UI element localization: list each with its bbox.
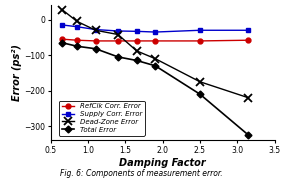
- Dead-Zone Error: [154, 58, 157, 60]
- Total Error: [94, 48, 97, 50]
- Supply Corr. Error: [247, 29, 250, 31]
- Line: RefClk Corr. Error: RefClk Corr. Error: [60, 37, 251, 43]
- Total Error: [154, 65, 157, 67]
- Total Error: [135, 59, 138, 62]
- Total Error: [198, 93, 202, 95]
- Dead-Zone Error: [94, 29, 97, 31]
- Dead-Zone Error: [61, 9, 64, 11]
- Total Error: [116, 56, 120, 58]
- Y-axis label: Error (ps²): Error (ps²): [12, 44, 22, 101]
- Supply Corr. Error: [135, 30, 138, 32]
- Total Error: [75, 45, 79, 47]
- RefClk Corr. Error: [154, 40, 157, 42]
- X-axis label: Damping Factor: Damping Factor: [119, 158, 206, 168]
- Text: Fig. 6: Components of measurement error.: Fig. 6: Components of measurement error.: [60, 169, 223, 178]
- Supply Corr. Error: [198, 29, 202, 31]
- Dead-Zone Error: [247, 97, 250, 99]
- RefClk Corr. Error: [247, 39, 250, 41]
- Legend: RefClk Corr. Error, Supply Corr. Error, Dead-Zone Error, Total Error: RefClk Corr. Error, Supply Corr. Error, …: [59, 101, 145, 136]
- Supply Corr. Error: [116, 30, 120, 32]
- Supply Corr. Error: [154, 31, 157, 33]
- Dead-Zone Error: [75, 20, 79, 22]
- Dead-Zone Error: [116, 33, 120, 36]
- Supply Corr. Error: [94, 28, 97, 31]
- Dead-Zone Error: [135, 50, 138, 52]
- RefClk Corr. Error: [116, 40, 120, 42]
- Line: Total Error: Total Error: [60, 40, 251, 138]
- Line: Supply Corr. Error: Supply Corr. Error: [60, 22, 251, 35]
- Supply Corr. Error: [75, 26, 79, 28]
- RefClk Corr. Error: [61, 38, 64, 40]
- Total Error: [247, 134, 250, 136]
- Total Error: [61, 42, 64, 44]
- Supply Corr. Error: [61, 24, 64, 26]
- Line: Dead-Zone Error: Dead-Zone Error: [58, 6, 252, 102]
- Dead-Zone Error: [198, 81, 202, 83]
- RefClk Corr. Error: [135, 40, 138, 42]
- RefClk Corr. Error: [75, 39, 79, 41]
- RefClk Corr. Error: [94, 40, 97, 42]
- RefClk Corr. Error: [198, 40, 202, 42]
